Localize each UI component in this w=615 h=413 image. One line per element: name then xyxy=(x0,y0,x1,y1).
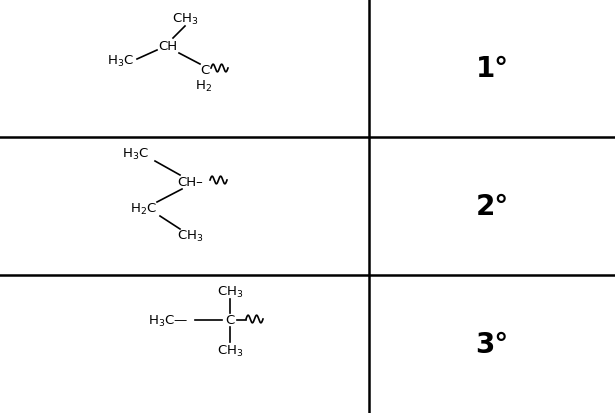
Text: H$_3$C—: H$_3$C— xyxy=(148,313,188,328)
Text: CH$_3$: CH$_3$ xyxy=(216,343,243,358)
Text: CH$_3$: CH$_3$ xyxy=(177,228,203,243)
Text: 2°: 2° xyxy=(475,192,509,221)
Text: 3°: 3° xyxy=(475,330,509,358)
Text: CH$_3$: CH$_3$ xyxy=(216,284,243,299)
Text: H$_2$: H$_2$ xyxy=(194,78,212,93)
Text: 1°: 1° xyxy=(475,55,509,83)
Text: CH–: CH– xyxy=(177,175,203,188)
Text: C: C xyxy=(225,314,235,327)
Text: C: C xyxy=(200,64,210,77)
Text: CH$_3$: CH$_3$ xyxy=(172,12,198,26)
Text: H$_2$C: H$_2$C xyxy=(130,201,156,216)
Text: H$_3$C: H$_3$C xyxy=(106,53,133,69)
Text: H$_3$C: H$_3$C xyxy=(122,146,148,161)
Text: CH: CH xyxy=(159,39,178,52)
